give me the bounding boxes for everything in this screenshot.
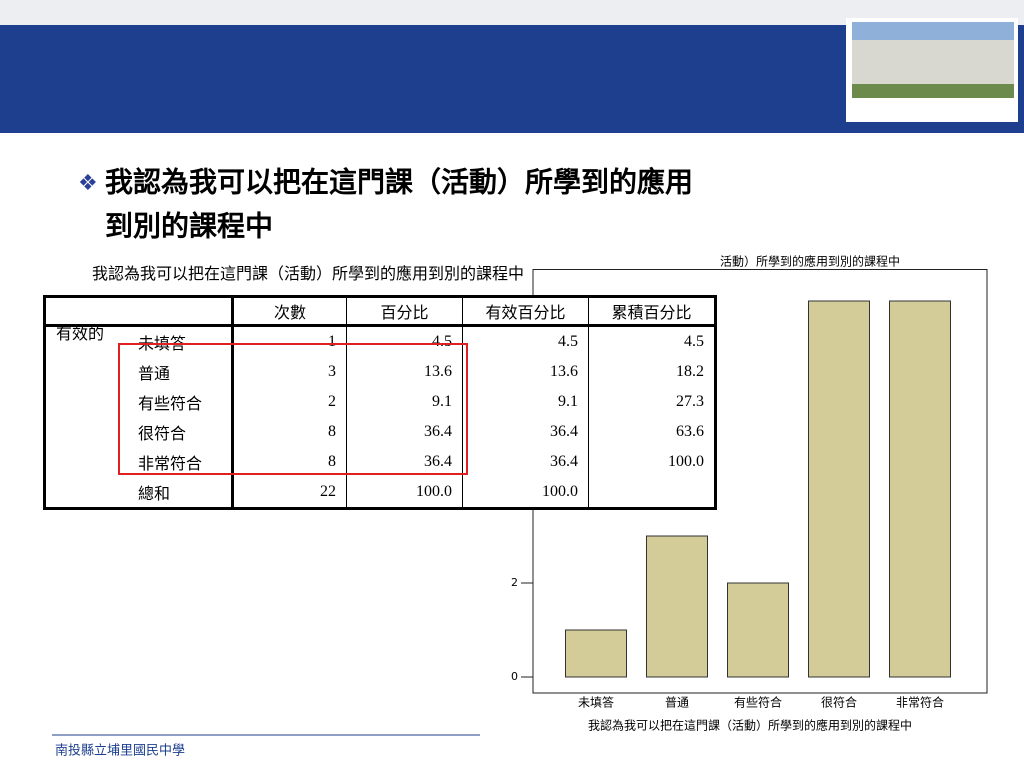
cell: 100.0: [588, 447, 716, 477]
photo-building: [852, 40, 1014, 86]
frequency-table: 次數 百分比 有效百分比 累積百分比 有效的 未填答 1 4.5 4.5 4.5 普通 3 13.6 13…: [43, 295, 717, 510]
table-row: 很符合 8 36.4 36.4 63.6: [45, 417, 716, 447]
bar: [565, 629, 627, 678]
cell: 22: [320, 483, 336, 500]
cell: 9.1: [462, 387, 589, 417]
slide-title: 我認為我可以把在這門課（活動）所學到的應用: [105, 166, 693, 199]
x-axis-title: 我認為我可以把在這門課（活動）所學到的應用到別的課程中: [588, 718, 912, 733]
table-row: 總和 22 100.0 100.0: [45, 477, 716, 509]
bullet: ❖: [78, 171, 98, 196]
bar: [646, 535, 708, 678]
cell: 13.6: [346, 357, 463, 387]
x-tick-label: 很符合: [821, 695, 857, 710]
highlight-box: [118, 343, 468, 475]
table-row: 有些符合 2 9.1 9.1 27.3: [45, 387, 716, 417]
table-row: 有效的 未填答 1 4.5 4.5 4.5: [45, 325, 716, 357]
group-label: 有效的: [56, 326, 105, 343]
cell: 36.4: [346, 447, 463, 477]
column-header: 百分比: [346, 296, 463, 327]
cell: 36.4: [462, 417, 589, 447]
blank: [44, 296, 128, 327]
cell: 1: [328, 333, 336, 350]
blank: [128, 296, 234, 327]
cell: 4.5: [588, 325, 716, 357]
x-tick-label: 普通: [665, 696, 689, 710]
x-tick-label: 非常符合: [896, 695, 944, 710]
x-tick-label: 有些符合: [734, 695, 782, 710]
row-label: 很符合: [128, 417, 234, 447]
chart: 活動）所學到的應用到別的課程中我認為我可以把在這門課（活動）所學到的應用到別的課…: [511, 254, 988, 733]
cell: 36.4: [346, 417, 463, 447]
cell: 36.4: [462, 447, 589, 477]
y-tick-label: 0: [511, 670, 518, 683]
cell: 9.1: [346, 387, 463, 417]
cell: 4.5: [462, 325, 589, 357]
cell: 13.6: [462, 357, 589, 387]
header-row: 次數 百分比 有效百分比 累積百分比: [44, 296, 716, 327]
row-label: 總和: [128, 477, 234, 509]
cell: 4.5: [346, 325, 463, 357]
cell: 27.3: [588, 387, 716, 417]
photo-ground: [852, 84, 1014, 98]
bar: [808, 300, 870, 678]
chart-title: 活動）所學到的應用到別的課程中: [720, 254, 900, 269]
cell: 8: [328, 423, 336, 440]
footer: 南投縣立埔里國民中學: [55, 743, 185, 759]
cell: 63.6: [588, 417, 716, 447]
x-tick-label: 未填答: [578, 695, 614, 710]
table-row: 普通 3 13.6 13.6 18.2: [45, 357, 716, 387]
cell: [588, 477, 716, 509]
table-row: 非常符合 8 36.4 36.4 100.0: [45, 447, 716, 477]
bar: [727, 582, 789, 678]
cell: 2: [328, 393, 336, 410]
cell: 3: [328, 363, 336, 380]
column-header: 有效百分比: [462, 296, 589, 327]
bar: [889, 300, 951, 678]
row-label: 有些符合: [128, 387, 234, 417]
row-label: 普通: [128, 357, 234, 387]
row-label: 非常符合: [128, 447, 234, 477]
cell: 100.0: [462, 477, 589, 509]
y-tick-label: 2: [511, 576, 518, 589]
column-header: 次數: [232, 296, 347, 327]
table-caption: 我認為我可以把在這門課（活動）所學到的應用到別的課程中: [90, 260, 527, 284]
blank: [45, 477, 129, 509]
column-header: 累積百分比: [588, 296, 716, 327]
cell: 100.0: [346, 477, 463, 509]
cell: 18.2: [588, 357, 716, 387]
slide-title: 到別的課程中: [105, 210, 273, 243]
cell: 8: [328, 453, 336, 470]
